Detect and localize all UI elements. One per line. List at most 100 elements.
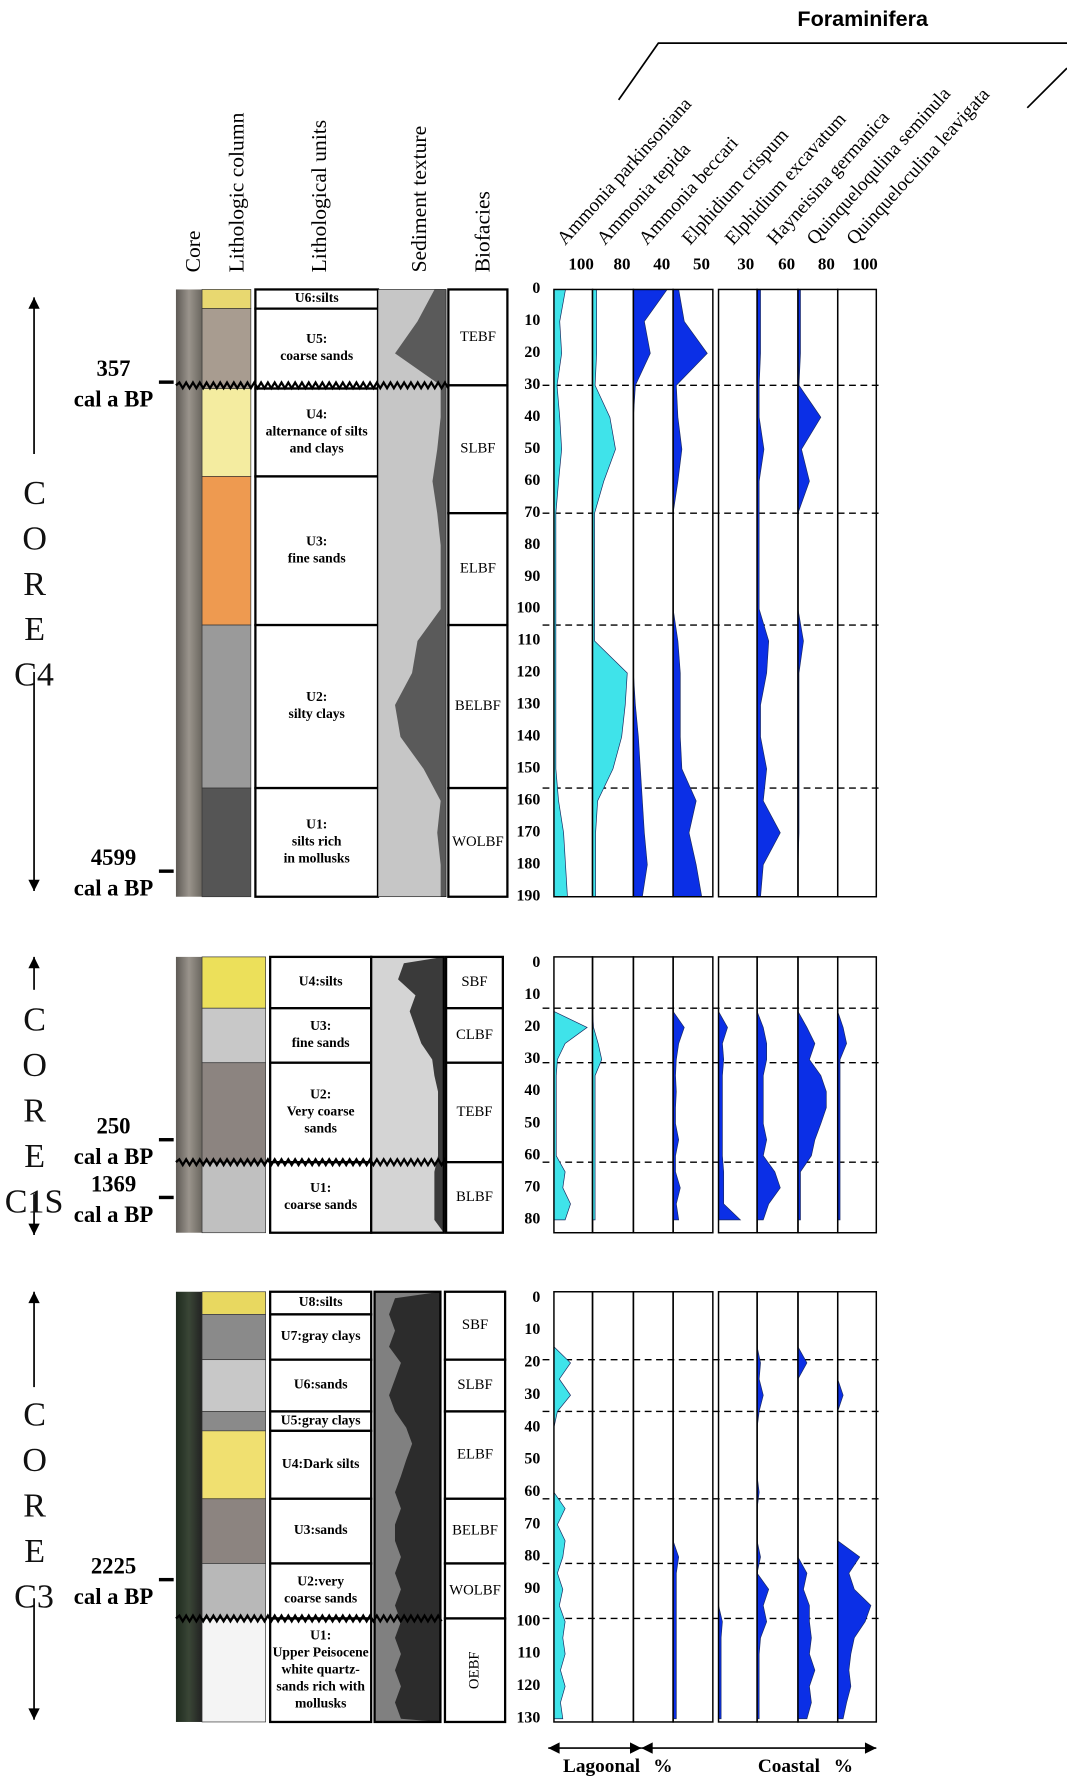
unit-label: alternance of silts bbox=[266, 424, 368, 439]
arrow-head bbox=[28, 956, 40, 969]
litho-layer bbox=[201, 476, 252, 626]
litho-layer bbox=[201, 1359, 266, 1412]
depth-tick-label: 0 bbox=[532, 1289, 540, 1306]
scale-label: 80 bbox=[818, 255, 835, 274]
unit-box bbox=[269, 1161, 373, 1234]
depth-tick-label: 10 bbox=[524, 1321, 540, 1338]
depth-tick-label: 0 bbox=[532, 280, 540, 297]
profile-column bbox=[717, 288, 758, 898]
depth-tick-label: 20 bbox=[524, 344, 540, 361]
depth-tick-label: 160 bbox=[516, 791, 540, 808]
age-value: 4599 bbox=[91, 845, 136, 870]
biofacies-label: ELBF bbox=[457, 1446, 493, 1462]
unit-label: U4:silts bbox=[299, 974, 343, 989]
depth-tick-label: 190 bbox=[516, 887, 540, 904]
unit-box bbox=[269, 955, 373, 1010]
unit-label: U3: bbox=[310, 1018, 331, 1033]
litho-layer bbox=[201, 624, 252, 789]
core-label: CORE C3 bbox=[0, 1396, 68, 1616]
litho-layer bbox=[201, 1291, 266, 1315]
depth-tick-label: 90 bbox=[524, 1580, 540, 1597]
unit-box bbox=[254, 475, 380, 627]
depth-tick-label: 170 bbox=[516, 823, 540, 840]
litho-layer bbox=[201, 1563, 266, 1619]
biofacies-box bbox=[444, 1161, 504, 1234]
biofacies-box bbox=[447, 512, 509, 627]
profile-area bbox=[553, 963, 588, 1221]
header-title: Foraminifera bbox=[797, 6, 929, 31]
profile-area bbox=[756, 289, 781, 898]
core-photo bbox=[175, 289, 203, 897]
litho-layer bbox=[201, 388, 252, 477]
age-value: 357 bbox=[96, 356, 130, 381]
profile-column bbox=[632, 956, 674, 1234]
depth-tick-label: 90 bbox=[524, 568, 540, 585]
profile-area bbox=[553, 289, 568, 898]
profile-column bbox=[591, 956, 635, 1234]
biofacies-label: TEBF bbox=[456, 1104, 492, 1120]
litho-layer bbox=[201, 1161, 266, 1234]
scale-label: 80 bbox=[614, 255, 631, 274]
unconformity bbox=[175, 1613, 443, 1624]
depth-tick-label: 10 bbox=[524, 986, 540, 1003]
profile-column bbox=[672, 956, 714, 1234]
biofacies-label: SBF bbox=[461, 974, 487, 990]
unconformity bbox=[175, 380, 450, 391]
biofacies-label: OEBF bbox=[466, 1651, 482, 1689]
core-photo bbox=[175, 1291, 203, 1722]
depth-tick-label: 40 bbox=[524, 1082, 540, 1099]
core-label: CORE C1S bbox=[0, 1001, 68, 1221]
unit-label: U3: bbox=[306, 533, 327, 548]
unit-label: U8:silts bbox=[299, 1294, 343, 1309]
litho-layer bbox=[201, 1007, 266, 1064]
column-label: Lithological units bbox=[307, 120, 331, 273]
profile-area bbox=[837, 1298, 872, 1720]
unit-label: coarse sands bbox=[280, 348, 353, 363]
unit-label: sands rich with bbox=[276, 1678, 365, 1693]
texture-frame bbox=[370, 955, 445, 1234]
column-label: Biofacies bbox=[471, 191, 495, 272]
core-id: C3 bbox=[14, 1577, 54, 1616]
unit-label: U4:Dark silts bbox=[282, 1456, 360, 1471]
arrow-head bbox=[641, 1742, 653, 1754]
column-label: Lithologic column bbox=[224, 112, 248, 272]
depth-tick-label: 70 bbox=[524, 1178, 540, 1195]
scale-label: 60 bbox=[778, 255, 795, 274]
depth-tick-label: 180 bbox=[516, 855, 540, 872]
depth-tick-label: 100 bbox=[516, 600, 540, 617]
footer-unit: % bbox=[653, 1756, 672, 1777]
profile-area bbox=[797, 963, 827, 1221]
unconformity bbox=[175, 1157, 450, 1168]
profile-area bbox=[718, 963, 742, 1221]
depth-tick-label: 100 bbox=[516, 1612, 540, 1629]
unit-label: white quartz- bbox=[282, 1661, 361, 1676]
depth-tick-label: 60 bbox=[524, 1146, 540, 1163]
unit-label: Upper Peisocene bbox=[273, 1644, 369, 1659]
unit-label: mollusks bbox=[295, 1695, 346, 1710]
profile-column bbox=[672, 288, 714, 898]
depth-tick-label: 140 bbox=[516, 728, 540, 745]
litho-layer bbox=[201, 1618, 266, 1723]
core-photo bbox=[175, 956, 203, 1233]
profile-area bbox=[633, 289, 668, 898]
biofacies-box bbox=[447, 786, 509, 898]
unit-label: U5: bbox=[306, 331, 327, 346]
profile-column bbox=[836, 288, 878, 898]
biofacies-box bbox=[447, 288, 509, 387]
profile-column bbox=[591, 288, 635, 898]
biofacies-label: SLBF bbox=[457, 1377, 492, 1393]
depth-tick-label: 110 bbox=[517, 632, 540, 649]
depth-tick-label: 80 bbox=[524, 1211, 540, 1228]
biofacies-label: TEBF bbox=[460, 329, 496, 345]
unit-box bbox=[269, 1617, 373, 1724]
scale-label: 100 bbox=[852, 255, 878, 274]
unit-label: sands bbox=[304, 1121, 337, 1136]
profile-column bbox=[836, 956, 878, 1234]
biofacies-label: BELBF bbox=[455, 698, 501, 714]
biofacies-label: BLBF bbox=[456, 1189, 493, 1205]
profile-column bbox=[797, 288, 839, 898]
profile-area bbox=[592, 963, 603, 1221]
depth-tick-label: 40 bbox=[524, 1418, 540, 1435]
